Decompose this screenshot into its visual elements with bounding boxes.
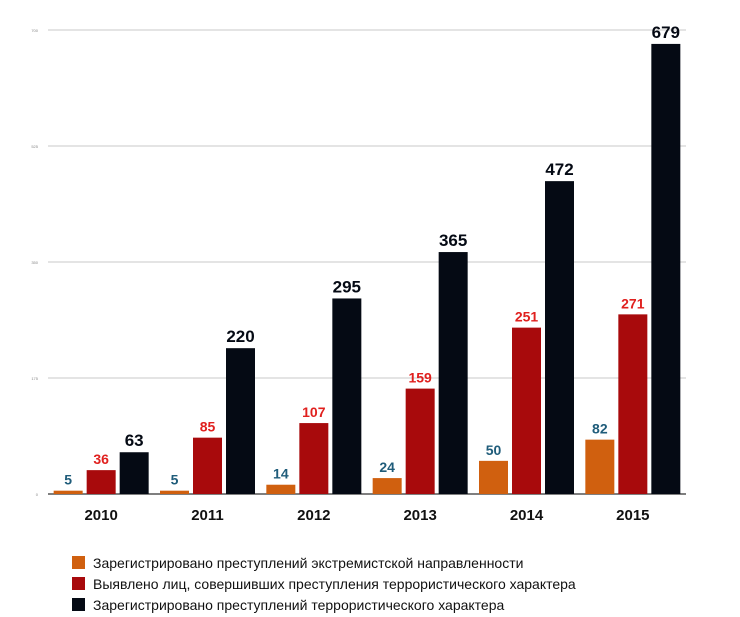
- bars: [53, 43, 681, 495]
- legend-item-terrorist: Зарегистрировано преступлений террористи…: [72, 594, 576, 615]
- y-tick-label: 0: [36, 492, 39, 497]
- y-tick-label: 175: [31, 376, 38, 381]
- x-tick-label: 2010: [84, 507, 117, 524]
- data-label: 159: [408, 370, 432, 386]
- legend-label-extremist: Зарегистрировано преступлений экстремист…: [93, 554, 524, 571]
- data-label: 36: [93, 451, 109, 467]
- data-label: 107: [302, 404, 326, 420]
- legend-label-terrorist: Зарегистрировано преступлений террористи…: [93, 596, 505, 613]
- bar: [160, 490, 189, 494]
- data-label: 24: [379, 459, 395, 475]
- legend-swatch-extremist: [72, 556, 85, 569]
- data-label: 50: [486, 442, 502, 458]
- data-label: 472: [545, 160, 573, 179]
- data-label: 295: [333, 277, 361, 296]
- x-tick-label: 2011: [191, 507, 224, 524]
- data-label: 63: [125, 431, 144, 450]
- bar: [266, 484, 296, 494]
- data-label: 5: [171, 472, 179, 488]
- y-tick-label: 700: [31, 28, 38, 33]
- y-tick-labels: 0 175 350 525 700: [31, 28, 38, 497]
- legend-label-persons: Выявлено лиц, совершивших преступления т…: [93, 575, 576, 592]
- bar: [618, 314, 648, 494]
- x-tick-labels: 2010 2011 2012 2013 2014 2015: [84, 507, 649, 524]
- data-labels: 5 36 63 5 85 220 14 107 295 24 159 365 50 251 472 82 271…: [64, 23, 680, 488]
- legend: Зарегистрировано преступлений экстремист…: [72, 552, 576, 615]
- x-tick-label: 2015: [616, 507, 649, 524]
- data-label: 251: [515, 309, 539, 325]
- data-label: 271: [621, 295, 645, 311]
- x-tick-label: 2012: [297, 507, 330, 524]
- legend-swatch-persons: [72, 577, 85, 590]
- bar: [299, 423, 329, 494]
- data-label: 85: [200, 419, 216, 435]
- bar: [193, 437, 222, 494]
- gridlines: [48, 29, 686, 495]
- bar: [226, 348, 255, 494]
- y-tick-label: 525: [31, 144, 38, 149]
- legend-swatch-terrorist: [72, 598, 85, 611]
- bar: [53, 490, 83, 494]
- data-label: 14: [273, 466, 289, 482]
- bar: [438, 252, 468, 494]
- bar: [512, 327, 541, 494]
- bar: [545, 181, 574, 495]
- data-label: 82: [592, 421, 608, 437]
- x-tick-label: 2013: [403, 507, 436, 524]
- bar: [651, 43, 681, 495]
- bar: [372, 478, 402, 494]
- bar: [86, 470, 116, 494]
- x-tick-label: 2014: [510, 507, 544, 524]
- bar: [119, 452, 149, 494]
- bar: [332, 298, 362, 494]
- data-label: 5: [64, 472, 72, 488]
- legend-item-extremist: Зарегистрировано преступлений экстремист…: [72, 552, 576, 573]
- bar: [585, 439, 615, 494]
- data-label: 220: [226, 327, 254, 346]
- data-label: 679: [652, 23, 680, 42]
- legend-item-persons: Выявлено лиц, совершивших преступления т…: [72, 573, 576, 594]
- bar: [479, 460, 508, 494]
- data-label: 365: [439, 231, 467, 250]
- bar-chart: 0 175 350 525 700 5 36 63 5 85 220 14 107 295 24 159 36…: [31, 23, 686, 524]
- bar: [405, 388, 435, 494]
- y-tick-label: 350: [31, 260, 38, 265]
